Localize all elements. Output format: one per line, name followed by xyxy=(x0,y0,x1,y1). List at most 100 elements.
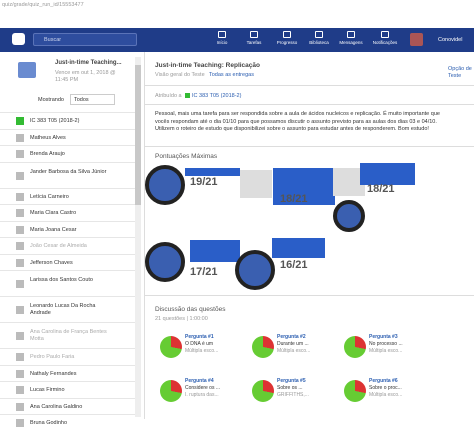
question-label: Pergunta #5 xyxy=(277,378,306,384)
student-row[interactable]: IC 383 T05 (2018-2) xyxy=(0,112,135,129)
student-row[interactable]: Pedro Paulo Faria xyxy=(0,348,135,365)
student-name: Jander Barbosa da Silva Júnior xyxy=(30,168,107,175)
search[interactable]: Buscar xyxy=(33,33,137,46)
student-row[interactable]: Lucas Firmino xyxy=(0,381,135,398)
section-title: Pontuações Máximas xyxy=(155,153,218,160)
tab[interactable]: Todas as entregas xyxy=(209,72,254,78)
student-row[interactable]: Ana Carolina Galdino xyxy=(0,397,135,415)
question-text: Durante um ... xyxy=(277,341,309,347)
description: Pessoal, mais uma tarefa para ser respon… xyxy=(155,111,440,132)
nav-item[interactable]: Mensagens xyxy=(334,31,368,45)
student-row[interactable]: João Cesar de Almeida xyxy=(0,237,135,254)
scrollbar xyxy=(135,57,141,417)
student-name: Ana Carolina de França Bentes Motta xyxy=(30,329,107,342)
question-card[interactable]: Pergunta #5 Sobre os ... GRIFFITHS,... xyxy=(252,374,340,412)
filter-label: Mostrando xyxy=(38,97,64,103)
question-kind: I. ruptura das... xyxy=(185,392,219,398)
nav-item[interactable]: Biblioteca xyxy=(302,31,336,45)
student-row[interactable]: Ana Carolina de França Bentes Motta xyxy=(0,322,135,348)
nav-label: Início xyxy=(216,40,228,45)
question-card[interactable]: Pergunta #1 O DNA é um Múltipla esco... xyxy=(160,330,248,368)
nav-item[interactable]: Início xyxy=(205,31,239,45)
question-card[interactable]: Pergunta #2 Durante um ... Múltipla esco..… xyxy=(252,330,340,368)
student-name: Lucas Firmino xyxy=(30,387,65,393)
question-text: Sobre o proc... xyxy=(369,385,402,391)
student-row[interactable]: Matheus Alves xyxy=(0,128,135,146)
question-text: Considere os ... xyxy=(185,385,221,391)
section-title: Discussão das questões xyxy=(155,306,226,313)
question-label: Pergunta #3 xyxy=(369,334,398,340)
student-name: Jefferson Chaves xyxy=(30,259,73,266)
score: 19/21 xyxy=(190,176,218,188)
name-block xyxy=(360,163,415,185)
student-name: Nathaly Fernandes xyxy=(30,370,77,377)
options-link[interactable]: Opção de Teste xyxy=(448,66,472,79)
filter-value: Todos xyxy=(74,97,89,103)
navbar: Buscar Início Tarefas Progresso Biblioteca M… xyxy=(0,28,474,52)
logo[interactable] xyxy=(12,33,25,45)
nav-item[interactable]: Tarefas xyxy=(237,31,271,45)
avatar[interactable] xyxy=(145,165,185,205)
student-row[interactable]: Maria Joana Cesar xyxy=(0,220,135,238)
student-row[interactable]: Jefferson Chaves xyxy=(0,253,135,271)
question-text: Sobre os ... xyxy=(277,385,303,391)
student-name: João Cesar de Almeida xyxy=(30,243,87,249)
answer-pie xyxy=(344,380,366,402)
score: 18/21 xyxy=(280,193,308,205)
question-kind: Múltipla esco... xyxy=(185,348,219,354)
question-text: O DNA é um xyxy=(185,341,214,347)
answer-pie xyxy=(344,336,366,358)
question-label: Pergunta #2 xyxy=(277,334,306,340)
question-card[interactable]: Pergunta #3 No processo ... Múltipla esco.… xyxy=(344,330,432,368)
student-name: IC 383 T05 (2018-2) xyxy=(30,118,80,124)
answer-pie xyxy=(252,380,274,402)
answer-pie xyxy=(160,336,182,358)
filter-dropdown[interactable]: Todos xyxy=(70,94,115,105)
score: 16/21 xyxy=(280,259,308,271)
nav-item[interactable]: Progresso xyxy=(270,31,304,45)
nav-label: Progresso xyxy=(276,40,298,45)
tab[interactable]: Visão geral do Teste xyxy=(155,72,205,78)
question-text: No processo ... xyxy=(369,341,403,347)
nav-label: Biblioteca xyxy=(309,40,329,45)
student-row[interactable]: Letícia Carneiro xyxy=(0,187,135,205)
avatar[interactable] xyxy=(333,168,365,196)
student-name: Letícia Carneiro xyxy=(30,193,69,200)
main-title: Just-in-time Teaching: Replicação xyxy=(155,62,260,69)
due-date: Vence em out 1, 2018 @ 11:45 PM xyxy=(55,70,116,83)
name-block xyxy=(185,168,240,176)
question-kind: Múltipla esco... xyxy=(277,348,311,354)
question-label: Pergunta #1 xyxy=(185,334,214,340)
student-row[interactable]: Leonardo Lucas Da Rocha Andrade xyxy=(0,296,135,322)
name-block xyxy=(190,240,240,262)
student-name: Ana Carolina Galdino xyxy=(30,403,83,410)
avatar[interactable] xyxy=(235,250,275,290)
question-card[interactable]: Pergunta #4 Considere os ... I. ruptura da… xyxy=(160,374,248,412)
quiz-icon xyxy=(18,62,36,78)
student-row[interactable]: Jander Barbosa da Silva Júnior xyxy=(0,161,135,188)
student-name: Matheus Alves xyxy=(30,134,66,141)
answer-pie xyxy=(160,380,182,402)
avatar[interactable] xyxy=(410,33,423,46)
name-block xyxy=(272,238,325,258)
student-name: Larissa dos Santos Couto xyxy=(30,277,93,283)
avatar[interactable] xyxy=(333,200,365,232)
assigned-group[interactable]: IC 383 T05 (2018-2) xyxy=(192,93,242,99)
student-name: Leonardo Lucas Da Rocha Andrade xyxy=(30,303,96,316)
name-block xyxy=(273,168,335,205)
user-name[interactable]: Conovidel xyxy=(438,37,463,43)
score: 18/21 xyxy=(367,183,395,195)
student-row[interactable]: Nathaly Fernandes xyxy=(0,364,135,382)
assigned-label: Atribuído a xyxy=(155,93,182,99)
nav-item[interactable]: Notificações xyxy=(368,31,402,45)
avatar[interactable] xyxy=(240,170,272,198)
question-kind: Múltipla esco... xyxy=(369,392,403,398)
avatar[interactable] xyxy=(145,242,185,282)
student-row[interactable]: Brenda Araujo xyxy=(0,145,135,162)
answer-pie xyxy=(252,336,274,358)
question-card[interactable]: Pergunta #6 Sobre o proc... Múltipla esco.… xyxy=(344,374,432,412)
student-row[interactable]: Bruna Godinho xyxy=(0,414,135,431)
student-row[interactable]: Maria Clara Castro xyxy=(0,204,135,221)
url: quiz/grade/quiz_run_id/15553477 xyxy=(2,2,84,8)
student-row[interactable]: Larissa dos Santos Couto xyxy=(0,270,135,296)
